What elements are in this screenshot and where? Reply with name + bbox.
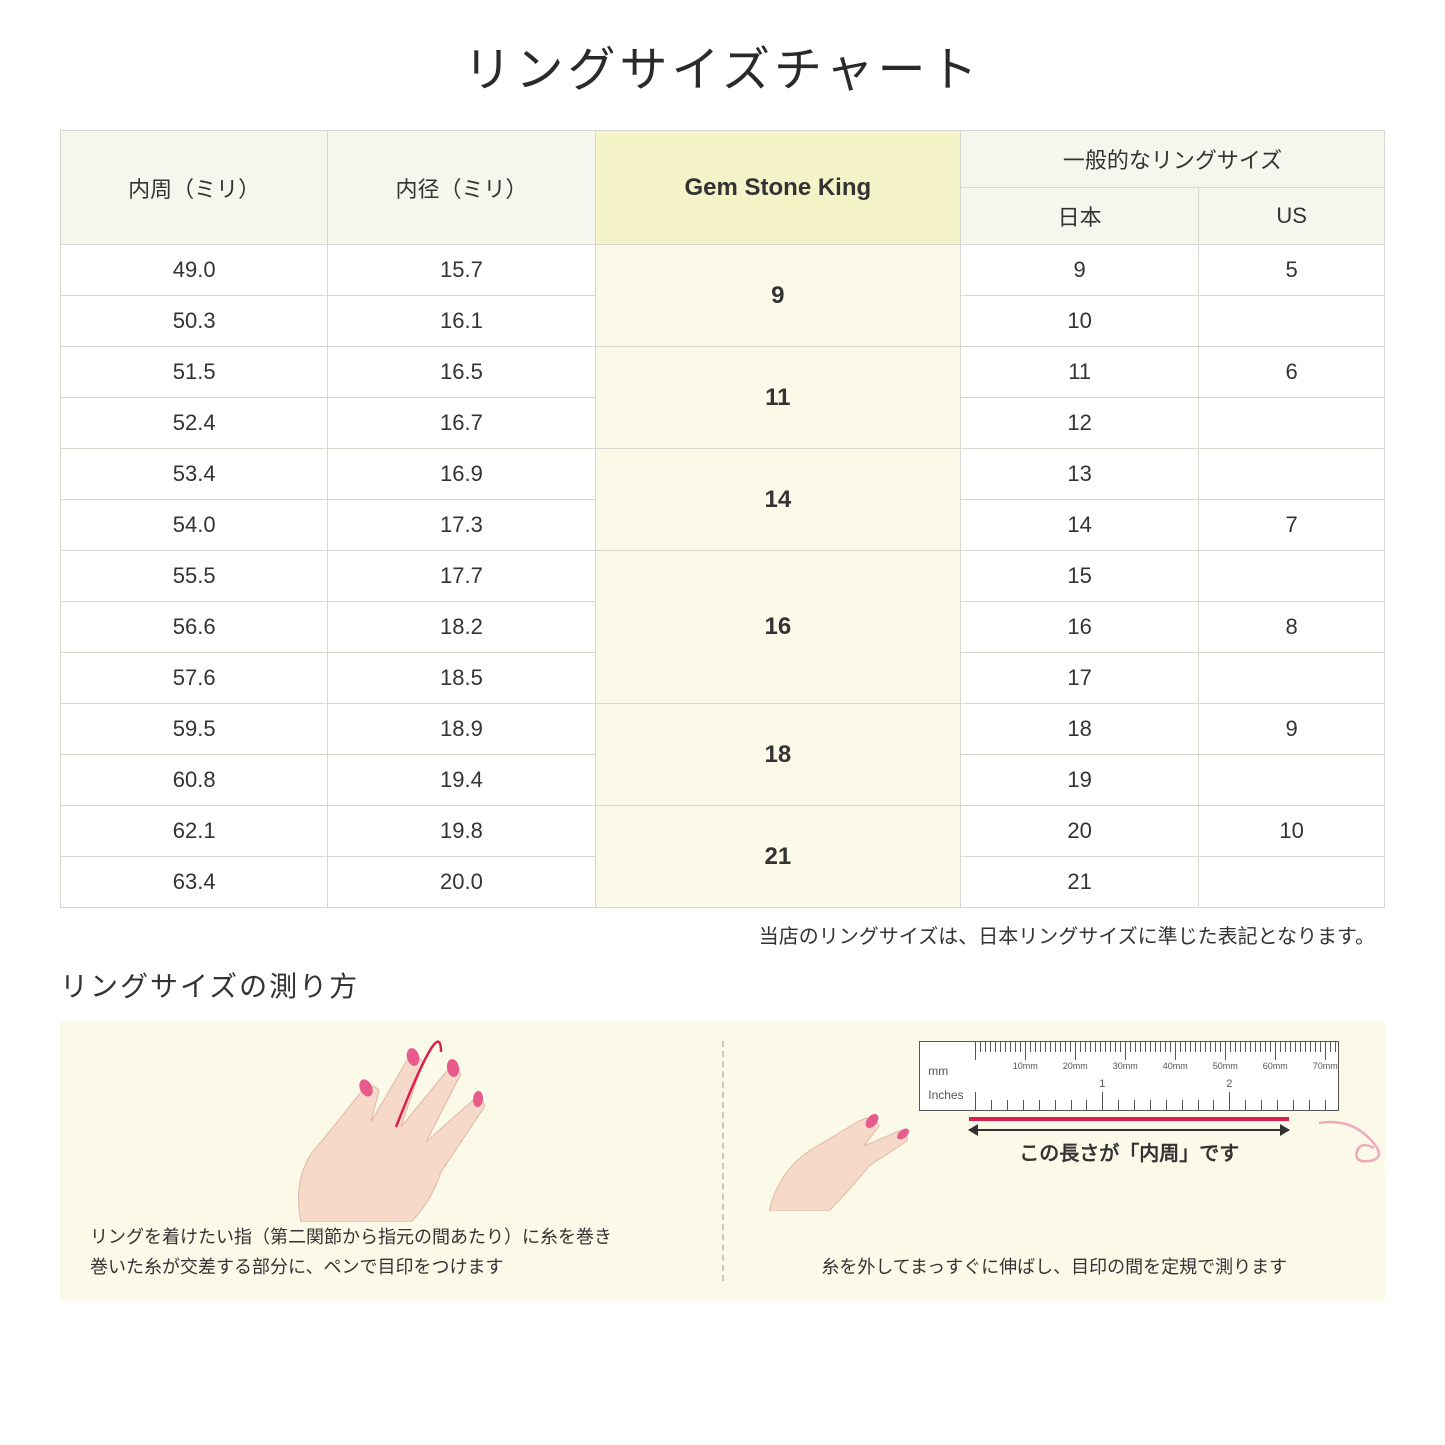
cell-us: 10 — [1199, 806, 1385, 857]
cell-diameter: 16.7 — [328, 398, 595, 449]
cell-diameter: 16.1 — [328, 296, 595, 347]
cell-circumference: 60.8 — [61, 755, 328, 806]
measurement-guide: リングを着けたい指（第二関節から指元の間あたり）に糸を巻き 巻いた糸が交差する部… — [60, 1021, 1385, 1301]
cell-japan: 15 — [961, 551, 1199, 602]
guide-panel-right: mm Inches 10mm20mm30mm40mm50mm60mm70mm12… — [724, 1021, 1386, 1301]
cell-us — [1199, 755, 1385, 806]
thread-swirl-icon — [1319, 1113, 1399, 1173]
thread-line — [969, 1117, 1289, 1121]
ruler-in-label: Inches — [928, 1088, 963, 1102]
cell-japan: 9 — [961, 245, 1199, 296]
cell-japan: 16 — [961, 602, 1199, 653]
cell-circumference: 63.4 — [61, 857, 328, 908]
cell-us — [1199, 296, 1385, 347]
cell-diameter: 16.5 — [328, 347, 595, 398]
cell-circumference: 54.0 — [61, 500, 328, 551]
cell-us: 7 — [1199, 500, 1385, 551]
cell-gsk: 18 — [595, 704, 960, 806]
guide-subtitle: リングサイズの測り方 — [60, 965, 1385, 1005]
cell-circumference: 59.5 — [61, 704, 328, 755]
hand-left-icon — [241, 1032, 541, 1222]
page-title: リングサイズチャート — [60, 30, 1385, 100]
cell-diameter: 20.0 — [328, 857, 595, 908]
cell-us: 5 — [1199, 245, 1385, 296]
th-circumference: 内周（ミリ） — [61, 131, 328, 245]
th-diameter: 内径（ミリ） — [328, 131, 595, 245]
cell-diameter: 18.5 — [328, 653, 595, 704]
cell-gsk: 16 — [595, 551, 960, 704]
cell-japan: 10 — [961, 296, 1199, 347]
guide-right-text: 糸を外してまっすぐに伸ばし、目印の間を定規で測ります — [754, 1252, 1356, 1283]
measure-arrow — [969, 1129, 1289, 1131]
th-general: 一般的なリングサイズ — [961, 131, 1385, 188]
cell-us: 6 — [1199, 347, 1385, 398]
cell-circumference: 52.4 — [61, 398, 328, 449]
table-row: 53.416.91413 — [61, 449, 1385, 500]
cell-japan: 18 — [961, 704, 1199, 755]
table-row: 59.518.918189 — [61, 704, 1385, 755]
cell-japan: 12 — [961, 398, 1199, 449]
cell-diameter: 19.8 — [328, 806, 595, 857]
cell-japan: 20 — [961, 806, 1199, 857]
guide-left-line1: リングを着けたい指（第二関節から指元の間あたり）に糸を巻き — [90, 1222, 692, 1253]
hand-illustration-left — [90, 1032, 692, 1222]
cell-japan: 13 — [961, 449, 1199, 500]
size-note: 当店のリングサイズは、日本リングサイズに準じた表記となります。 — [60, 920, 1385, 949]
cell-us: 8 — [1199, 602, 1385, 653]
cell-diameter: 17.7 — [328, 551, 595, 602]
cell-japan: 21 — [961, 857, 1199, 908]
cell-circumference: 62.1 — [61, 806, 328, 857]
cell-us — [1199, 398, 1385, 449]
cell-circumference: 57.6 — [61, 653, 328, 704]
cell-circumference: 49.0 — [61, 245, 328, 296]
cell-us: 9 — [1199, 704, 1385, 755]
cell-us — [1199, 551, 1385, 602]
hand-right-icon — [769, 1071, 909, 1211]
table-row: 51.516.511116 — [61, 347, 1385, 398]
cell-diameter: 19.4 — [328, 755, 595, 806]
cell-circumference: 55.5 — [61, 551, 328, 602]
th-us: US — [1199, 188, 1385, 245]
cell-diameter: 17.3 — [328, 500, 595, 551]
cell-gsk: 9 — [595, 245, 960, 347]
cell-circumference: 53.4 — [61, 449, 328, 500]
th-japan: 日本 — [961, 188, 1199, 245]
table-row: 49.015.7995 — [61, 245, 1385, 296]
table-row: 62.119.8212010 — [61, 806, 1385, 857]
ruler-area: mm Inches 10mm20mm30mm40mm50mm60mm70mm12… — [754, 1041, 1356, 1252]
cell-japan: 19 — [961, 755, 1199, 806]
measure-caption: この長さが「内周」です — [1019, 1137, 1239, 1166]
guide-left-line2: 巻いた糸が交差する部分に、ペンで目印をつけます — [90, 1252, 692, 1283]
cell-gsk: 11 — [595, 347, 960, 449]
cell-us — [1199, 653, 1385, 704]
cell-diameter: 15.7 — [328, 245, 595, 296]
guide-panel-left: リングを着けたい指（第二関節から指元の間あたり）に糸を巻き 巻いた糸が交差する部… — [60, 1021, 722, 1301]
cell-circumference: 56.6 — [61, 602, 328, 653]
cell-diameter: 18.9 — [328, 704, 595, 755]
cell-us — [1199, 449, 1385, 500]
cell-diameter: 16.9 — [328, 449, 595, 500]
th-gsk: Gem Stone King — [595, 131, 960, 245]
cell-us — [1199, 857, 1385, 908]
cell-gsk: 14 — [595, 449, 960, 551]
cell-diameter: 18.2 — [328, 602, 595, 653]
table-row: 55.517.71615 — [61, 551, 1385, 602]
cell-circumference: 50.3 — [61, 296, 328, 347]
cell-japan: 17 — [961, 653, 1199, 704]
cell-japan: 14 — [961, 500, 1199, 551]
size-chart-table: 内周（ミリ） 内径（ミリ） Gem Stone King 一般的なリングサイズ … — [60, 130, 1385, 908]
cell-circumference: 51.5 — [61, 347, 328, 398]
cell-gsk: 21 — [595, 806, 960, 908]
ruler-icon: mm Inches 10mm20mm30mm40mm50mm60mm70mm12 — [919, 1041, 1339, 1111]
ruler-mm-label: mm — [928, 1064, 948, 1078]
cell-japan: 11 — [961, 347, 1199, 398]
